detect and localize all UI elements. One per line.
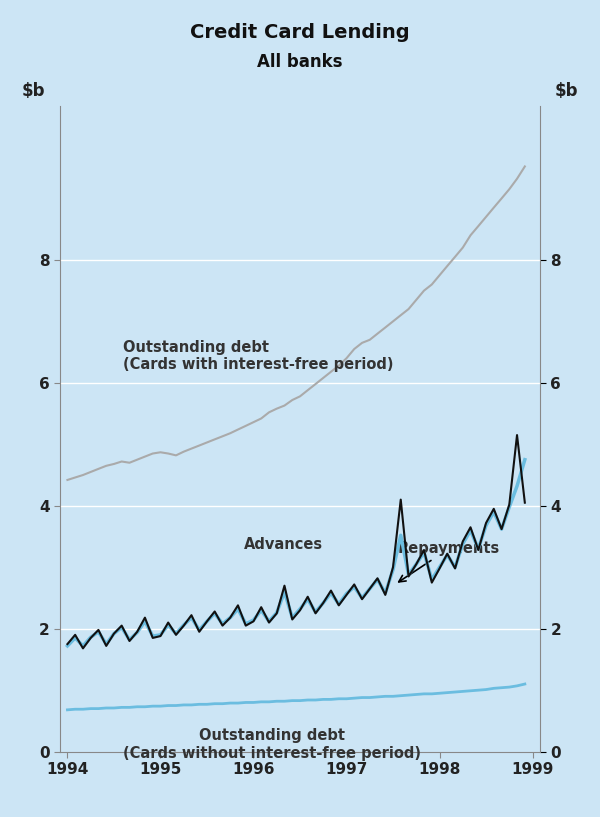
- Text: Outstanding debt
(Cards with interest-free period): Outstanding debt (Cards with interest-fr…: [123, 340, 394, 373]
- Text: $b: $b: [555, 82, 578, 100]
- Text: $b: $b: [22, 82, 45, 100]
- Text: Outstanding debt
(Cards without interest-free period): Outstanding debt (Cards without interest…: [123, 728, 421, 761]
- Text: Repayments: Repayments: [398, 541, 500, 582]
- Text: Advances: Advances: [244, 537, 323, 551]
- Text: Credit Card Lending: Credit Card Lending: [190, 23, 410, 42]
- Text: All banks: All banks: [257, 53, 343, 71]
